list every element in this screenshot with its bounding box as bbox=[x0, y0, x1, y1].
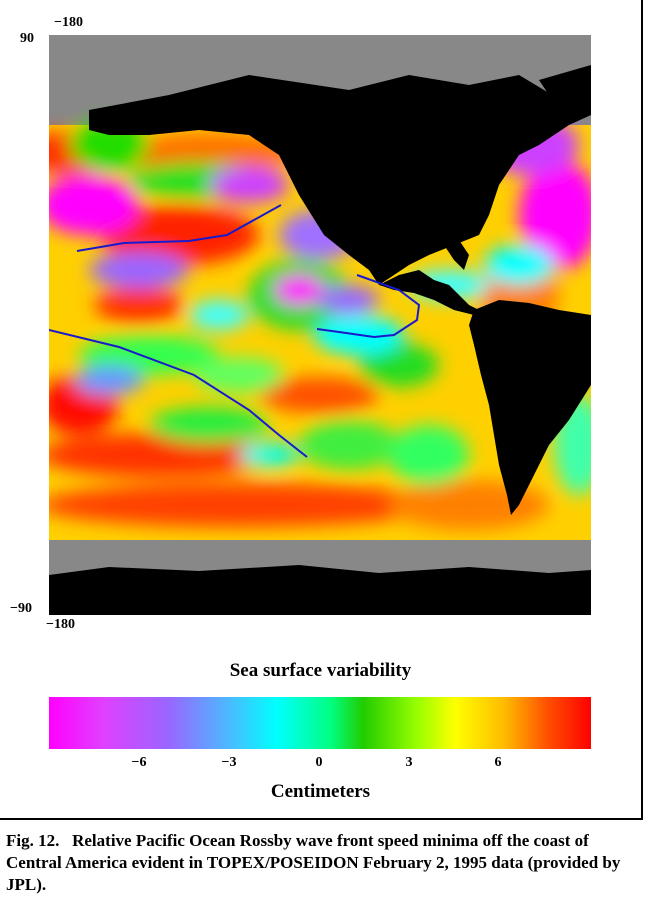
sea-surface-map bbox=[48, 35, 591, 615]
colorbar-tick: −3 bbox=[221, 755, 237, 770]
wave-front-south bbox=[48, 329, 308, 458]
wave-front-lines bbox=[48, 204, 421, 458]
wave-front-north bbox=[76, 204, 282, 252]
lon-top-label: −180 bbox=[54, 15, 83, 30]
colorbar-tick: 0 bbox=[315, 755, 323, 770]
map-svg bbox=[48, 35, 591, 615]
figure-caption: Fig. 12. Relative Pacific Ocean Rossby w… bbox=[6, 831, 625, 894]
colorbar-unit-label: Centimeters bbox=[270, 781, 371, 802]
colorbar-tick: −6 bbox=[131, 755, 147, 770]
lat-bottom-label: −90 bbox=[10, 601, 32, 616]
wave-front-central bbox=[316, 274, 421, 339]
colorbar-tick: 3 bbox=[405, 755, 413, 770]
land-masses bbox=[49, 65, 591, 615]
colorbar-tick: 6 bbox=[494, 755, 502, 770]
colorbar bbox=[49, 697, 591, 749]
lat-top-label: 90 bbox=[20, 31, 34, 46]
legend-title: Sea surface variability bbox=[229, 660, 412, 681]
figure-frame: −180 90 −90 −180 bbox=[0, 0, 643, 820]
lon-bottom-label: −180 bbox=[46, 617, 75, 632]
